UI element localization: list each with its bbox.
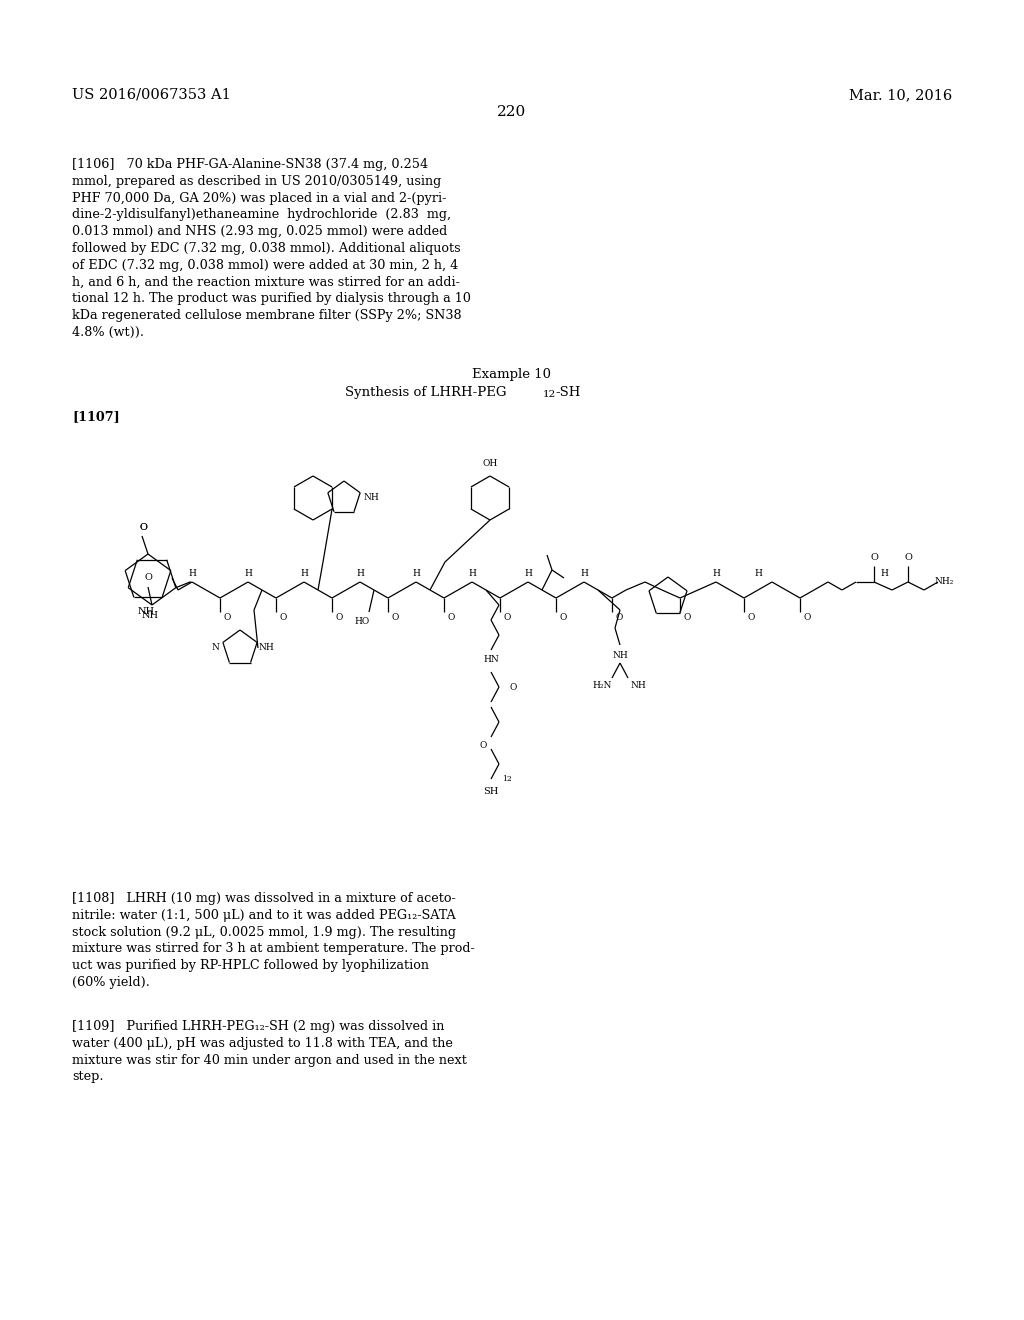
Text: 12: 12 xyxy=(502,775,512,783)
Text: H: H xyxy=(300,569,308,578)
Text: 12: 12 xyxy=(543,389,556,399)
Text: NH: NH xyxy=(141,610,159,619)
Text: H: H xyxy=(754,569,762,578)
Text: [1109]   Purified LHRH-PEG₁₂-SH (2 mg) was dissolved in
water (400 μL), pH was a: [1109] Purified LHRH-PEG₁₂-SH (2 mg) was… xyxy=(72,1020,467,1084)
Text: O: O xyxy=(748,612,755,622)
Text: N: N xyxy=(211,644,219,652)
Text: [1107]: [1107] xyxy=(72,411,120,422)
Text: 220: 220 xyxy=(498,106,526,119)
Text: O: O xyxy=(509,682,517,692)
Text: H₂N: H₂N xyxy=(592,681,611,689)
Text: NH: NH xyxy=(612,651,628,660)
Text: O: O xyxy=(223,612,230,622)
Text: O: O xyxy=(280,612,287,622)
Text: O: O xyxy=(504,612,511,622)
Text: H: H xyxy=(188,569,196,578)
Text: H: H xyxy=(524,569,531,578)
Text: H: H xyxy=(356,569,364,578)
Text: [1108]   LHRH (10 mg) was dissolved in a mixture of aceto-
nitrile: water (1:1, : [1108] LHRH (10 mg) was dissolved in a m… xyxy=(72,892,475,989)
Text: NH: NH xyxy=(258,644,273,652)
Text: US 2016/0067353 A1: US 2016/0067353 A1 xyxy=(72,88,230,102)
Text: OH: OH xyxy=(482,459,498,469)
Text: O: O xyxy=(391,612,398,622)
Text: HO: HO xyxy=(354,618,370,627)
Text: O: O xyxy=(447,612,455,622)
Text: O: O xyxy=(615,612,623,622)
Text: O: O xyxy=(683,612,690,622)
Text: SH: SH xyxy=(483,788,499,796)
Text: [1106]   70 kDa PHF-GA-Alanine-SN38 (37.4 mg, 0.254
mmol, prepared as described : [1106] 70 kDa PHF-GA-Alanine-SN38 (37.4 … xyxy=(72,158,471,339)
Text: Example 10: Example 10 xyxy=(472,368,552,381)
Text: Mar. 10, 2016: Mar. 10, 2016 xyxy=(849,88,952,102)
Text: O: O xyxy=(559,612,566,622)
Text: NH: NH xyxy=(630,681,646,689)
Text: HN: HN xyxy=(483,656,499,664)
Text: O: O xyxy=(335,612,343,622)
Text: O: O xyxy=(144,573,152,582)
Text: H: H xyxy=(412,569,420,578)
Text: Synthesis of LHRH-PEG: Synthesis of LHRH-PEG xyxy=(345,385,507,399)
Text: O: O xyxy=(870,553,878,562)
Text: H: H xyxy=(244,569,252,578)
Text: H: H xyxy=(468,569,476,578)
Text: O: O xyxy=(139,524,146,532)
Text: O: O xyxy=(479,741,486,750)
Text: H: H xyxy=(712,569,720,578)
Text: O: O xyxy=(803,612,811,622)
Text: O: O xyxy=(139,524,146,532)
Text: -SH: -SH xyxy=(555,385,581,399)
Text: NH: NH xyxy=(137,607,155,616)
Text: H: H xyxy=(580,569,588,578)
Text: NH₂: NH₂ xyxy=(934,578,953,586)
Text: O: O xyxy=(904,553,912,562)
Text: H: H xyxy=(880,569,888,578)
Text: NH: NH xyxy=(364,494,379,503)
